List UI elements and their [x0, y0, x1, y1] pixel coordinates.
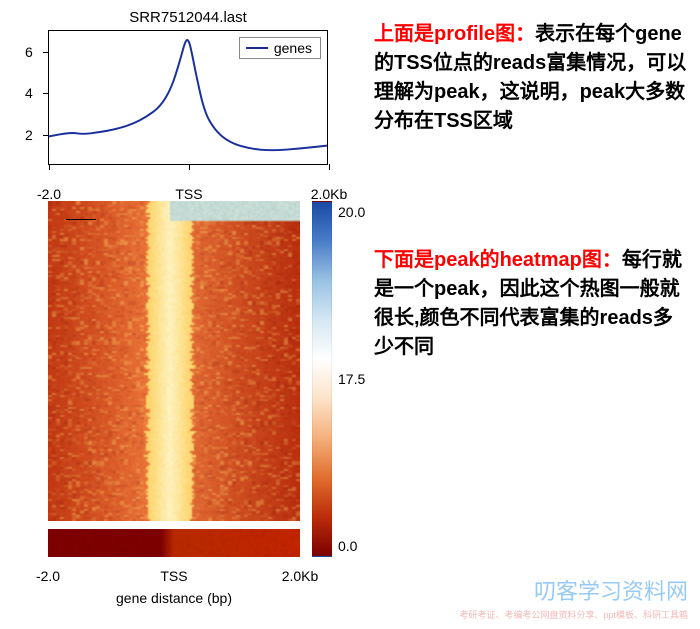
heatmap-desc-highlight: 下面是peak的heatmap图： — [374, 249, 622, 271]
heatmap-description: 下面是peak的heatmap图：每行就是一个peak，因此这个热图一般就很长,… — [374, 246, 692, 362]
left-panel: SRR7512044.last genes 246 -2.0TSS2.0Kb -… — [8, 8, 358, 606]
heatmap-annotation-line — [66, 219, 96, 220]
watermark-main: 叨客学习资料网 — [459, 574, 688, 606]
heatmap-box — [48, 201, 300, 521]
heatmap-summary-strip — [48, 529, 300, 557]
watermark-sub: 考研考证、考编考公网盘资料分享、ppt模板、科研工具箱 — [459, 608, 688, 621]
profile-description: 上面是profile图：表示在每个gene的TSS位点的reads富集情况，可以… — [374, 20, 692, 136]
heatmap-section: -2.0TSS2.0Kb gene distance (bp) 20.017.5… — [8, 201, 358, 606]
main-container: SRR7512044.last genes 246 -2.0TSS2.0Kb -… — [0, 0, 700, 614]
profile-desc-highlight: 上面是profile图： — [374, 23, 535, 45]
legend-label: genes — [274, 40, 312, 56]
profile-title: SRR7512044.last — [129, 9, 247, 26]
right-panel: 上面是profile图：表示在每个gene的TSS位点的reads富集情况，可以… — [358, 8, 692, 606]
watermark: 叨客学习资料网 考研考证、考编考公网盘资料分享、ppt模板、科研工具箱 — [459, 574, 688, 621]
profile-chart: SRR7512044.last genes 246 -2.0TSS2.0Kb — [48, 30, 328, 165]
profile-legend: genes — [239, 37, 321, 59]
legend-line-icon — [246, 47, 268, 49]
heatmap-xaxis: -2.0TSS2.0Kb — [48, 568, 300, 588]
heatmap-xlabel: gene distance (bp) — [48, 590, 300, 606]
colorbar — [312, 201, 332, 557]
heatmap-canvas — [48, 201, 300, 521]
